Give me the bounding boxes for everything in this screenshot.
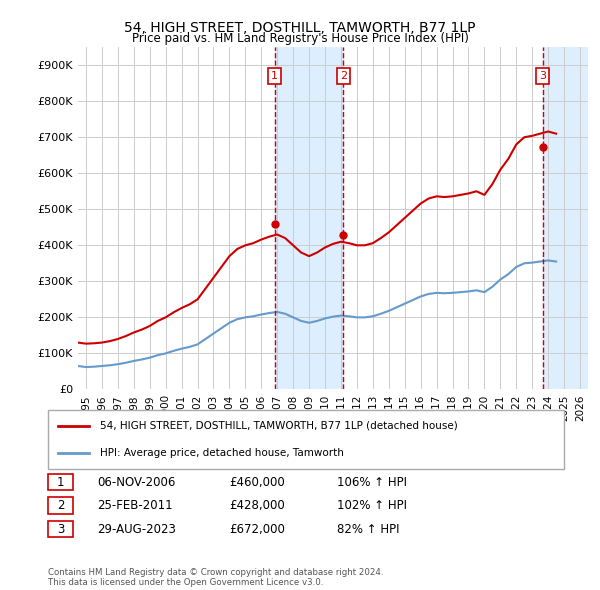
Bar (542, 47, 588, 389)
Text: 2: 2 (340, 71, 347, 81)
Text: 1: 1 (57, 476, 64, 489)
Text: 29-AUG-2023: 29-AUG-2023 (97, 523, 176, 536)
Text: 54, HIGH STREET, DOSTHILL, TAMWORTH, B77 1LP (detached house): 54, HIGH STREET, DOSTHILL, TAMWORTH, B77… (100, 421, 457, 431)
Text: HPI: Average price, detached house, Tamworth: HPI: Average price, detached house, Tamw… (100, 448, 343, 458)
Bar (275, 47, 343, 389)
FancyBboxPatch shape (48, 410, 564, 469)
Text: 2: 2 (57, 499, 64, 512)
Text: 1: 1 (271, 71, 278, 81)
Text: £672,000: £672,000 (229, 523, 285, 536)
Text: 82% ↑ HPI: 82% ↑ HPI (337, 523, 400, 536)
Text: 06-NOV-2006: 06-NOV-2006 (97, 476, 176, 489)
FancyBboxPatch shape (48, 497, 73, 514)
Text: £428,000: £428,000 (229, 499, 285, 512)
Text: 3: 3 (539, 71, 546, 81)
Text: Price paid vs. HM Land Registry's House Price Index (HPI): Price paid vs. HM Land Registry's House … (131, 32, 469, 45)
Text: 25-FEB-2011: 25-FEB-2011 (97, 499, 173, 512)
Text: 102% ↑ HPI: 102% ↑ HPI (337, 499, 407, 512)
Text: Contains HM Land Registry data © Crown copyright and database right 2024.
This d: Contains HM Land Registry data © Crown c… (48, 568, 383, 587)
Text: £460,000: £460,000 (229, 476, 285, 489)
Text: 54, HIGH STREET, DOSTHILL, TAMWORTH, B77 1LP: 54, HIGH STREET, DOSTHILL, TAMWORTH, B77… (124, 21, 476, 35)
Text: 3: 3 (57, 523, 64, 536)
FancyBboxPatch shape (48, 521, 73, 537)
Text: 106% ↑ HPI: 106% ↑ HPI (337, 476, 407, 489)
FancyBboxPatch shape (48, 474, 73, 490)
